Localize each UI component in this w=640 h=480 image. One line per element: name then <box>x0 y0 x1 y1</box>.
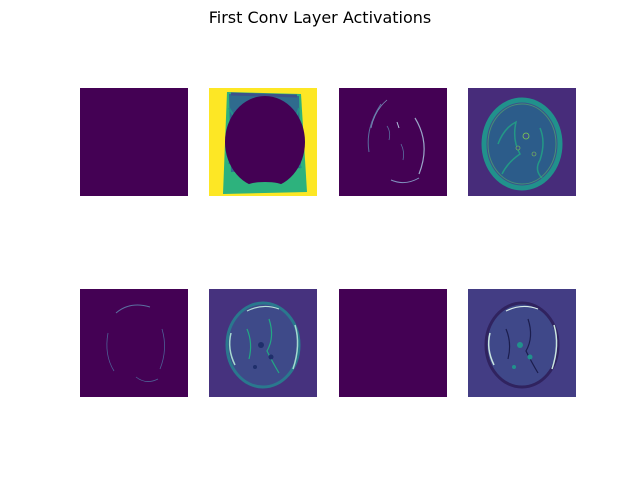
activation-map-3 <box>339 88 447 196</box>
activation-map-4 <box>468 88 576 196</box>
activation-map-6 <box>209 289 317 397</box>
activation-map-2 <box>209 88 317 196</box>
activation-panel-4 <box>468 88 576 196</box>
figure-title: First Conv Layer Activations <box>208 8 432 27</box>
activation-map-5 <box>80 289 188 397</box>
activation-panel-6 <box>209 289 317 397</box>
activation-panel-8 <box>468 289 576 397</box>
activation-map-7 <box>339 289 447 397</box>
activation-panel-3 <box>339 88 447 196</box>
activation-panel-1 <box>80 88 188 196</box>
activation-map-8 <box>468 289 576 397</box>
activation-panel-2 <box>209 88 317 196</box>
activation-panel-5 <box>80 289 188 397</box>
activation-panel-7 <box>339 289 447 397</box>
activation-map-1 <box>80 88 188 196</box>
